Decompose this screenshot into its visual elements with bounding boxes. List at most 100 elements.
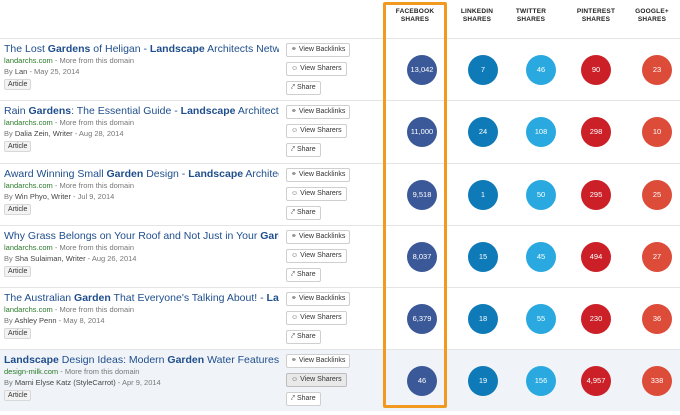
share-button[interactable]: ⤤ Share [286, 268, 321, 282]
linkedin-share-count[interactable]: 24 [468, 117, 498, 147]
share-button[interactable]: ⤤ Share [286, 330, 321, 344]
column-header-twitter[interactable]: TWITTER SHARES [496, 8, 566, 24]
title-text: Rain [4, 105, 29, 117]
linkedin-share-count[interactable]: 19 [468, 366, 498, 396]
twitter-share-count[interactable]: 108 [526, 117, 556, 147]
view-backlinks-button[interactable]: ⚭ View Backlinks [286, 354, 351, 368]
googleplus-share-count[interactable]: 25 [642, 180, 672, 210]
pinterest-share-count[interactable]: 4,957 [581, 366, 611, 396]
view-sharers-button[interactable]: ☺ View Sharers [286, 62, 347, 76]
googleplus-share-count[interactable]: 338 [642, 366, 672, 396]
twitter-share-count[interactable]: 50 [526, 180, 556, 210]
view-backlinks-button[interactable]: ⚭ View Backlinks [286, 43, 351, 57]
view-backlinks-button[interactable]: ⚭ View Backlinks [286, 168, 351, 182]
facebook-share-count[interactable]: 8,037 [407, 242, 437, 272]
facebook-share-count[interactable]: 6,379 [407, 304, 437, 334]
facebook-share-count[interactable]: 9,518 [407, 180, 437, 210]
more-from-domain-link[interactable]: - More from this domain [52, 56, 135, 65]
button-label: View Sharers [300, 314, 342, 321]
domain-link[interactable]: landarchs.com [4, 118, 53, 127]
title-keyword: Landscape [188, 168, 244, 180]
button-label: Share [296, 333, 316, 340]
pinterest-share-count[interactable]: 298 [581, 117, 611, 147]
linkedin-share-count[interactable]: 1 [468, 180, 498, 210]
share-button[interactable]: ⤤ Share [286, 143, 321, 157]
more-from-domain-link[interactable]: - More from this domain [52, 305, 135, 314]
article-title-link[interactable]: Rain Gardens: The Essential Guide - Land… [4, 105, 279, 117]
share-icon: ⤤ [291, 146, 295, 153]
column-header-facebook[interactable]: FACEBOOK SHARES [380, 8, 450, 24]
more-from-domain-link[interactable]: - More from this domain [52, 243, 135, 252]
column-header-linkedin[interactable]: LINKEDIN SHARES [442, 8, 512, 24]
share-button[interactable]: ⤤ Share [286, 206, 321, 220]
view-sharers-button[interactable]: ☺ View Sharers [286, 124, 347, 138]
share-icon: ⤤ [291, 271, 295, 278]
more-from-domain-link[interactable]: - More from this domain [58, 367, 140, 376]
facebook-share-count[interactable]: 13,042 [407, 55, 437, 85]
share-icon: ⤤ [291, 209, 295, 216]
link-icon: ⚭ [291, 46, 297, 53]
pinterest-share-count[interactable]: 295 [581, 180, 611, 210]
author-link[interactable]: Lan [14, 67, 28, 76]
linkedin-share-count[interactable]: 15 [468, 242, 498, 272]
article-title-link[interactable]: The Australian Garden That Everyone's Ta… [4, 292, 279, 304]
column-header-sublabel: SHARES [400, 16, 430, 23]
googleplus-share-count[interactable]: 23 [642, 55, 672, 85]
publish-date: - Apr 9, 2014 [115, 378, 161, 387]
domain-link[interactable]: landarchs.com [4, 305, 53, 314]
twitter-share-count[interactable]: 46 [526, 55, 556, 85]
pinterest-share-count[interactable]: 494 [581, 242, 611, 272]
author-link[interactable]: Marni Elyse Katz (StyleCarrot) [14, 378, 116, 387]
view-backlinks-button[interactable]: ⚭ View Backlinks [286, 230, 351, 244]
byline: By Ashley Penn - May 8, 2014 [4, 316, 105, 325]
more-from-domain-link[interactable]: - More from this domain [52, 181, 135, 190]
column-header-label: LINKEDIN [460, 8, 494, 15]
linkedin-share-count[interactable]: 18 [468, 304, 498, 334]
domain-link[interactable]: landarchs.com [4, 243, 53, 252]
publish-date: - May 8, 2014 [56, 316, 105, 325]
twitter-share-count[interactable]: 55 [526, 304, 556, 334]
twitter-share-count[interactable]: 156 [526, 366, 556, 396]
googleplus-share-count[interactable]: 27 [642, 242, 672, 272]
pinterest-share-count[interactable]: 230 [581, 304, 611, 334]
column-header-label: PINTEREST [576, 8, 616, 15]
byline: By Dalia Zein, Writer - Aug 28, 2014 [4, 129, 124, 138]
domain-link[interactable]: landarchs.com [4, 56, 53, 65]
view-sharers-button[interactable]: ☺ View Sharers [286, 373, 347, 387]
link-icon: ⚭ [291, 295, 297, 302]
title-text: The Lost [4, 43, 48, 55]
view-backlinks-button[interactable]: ⚭ View Backlinks [286, 105, 351, 119]
more-from-domain-link[interactable]: - More from this domain [52, 118, 135, 127]
author-link[interactable]: Sha Sulaiman, Writer [14, 254, 86, 263]
author-link[interactable]: Ashley Penn [14, 316, 57, 325]
column-header-pinterest[interactable]: PINTEREST SHARES [561, 8, 631, 24]
link-icon: ⚭ [291, 357, 297, 364]
article-title-link[interactable]: Award Winning Small Garden Design - Land… [4, 168, 279, 180]
domain-link[interactable]: design-milk.com [4, 367, 59, 376]
view-sharers-button[interactable]: ☺ View Sharers [286, 249, 347, 263]
title-text: Architects N [245, 168, 279, 180]
view-sharers-button[interactable]: ☺ View Sharers [286, 187, 347, 201]
facebook-share-count[interactable]: 11,000 [407, 117, 437, 147]
domain-link[interactable]: landarchs.com [4, 181, 53, 190]
facebook-share-count[interactable]: 46 [407, 366, 437, 396]
twitter-share-count[interactable]: 45 [526, 242, 556, 272]
view-sharers-button[interactable]: ☺ View Sharers [286, 311, 347, 325]
article-title-link[interactable]: The Lost Gardens of Heligan - Landscape … [4, 43, 279, 55]
title-text: : The Essential Guide - [71, 105, 181, 117]
author-link[interactable]: Dalia Zein, Writer [14, 129, 73, 138]
author-link[interactable]: Win Phyo, Writer [14, 192, 71, 201]
googleplus-share-count[interactable]: 36 [642, 304, 672, 334]
column-header-googleplus[interactable]: GOOGLE+ SHARES [617, 8, 680, 24]
googleplus-share-count[interactable]: 10 [642, 117, 672, 147]
view-backlinks-button[interactable]: ⚭ View Backlinks [286, 292, 351, 306]
article-title-link[interactable]: Why Grass Belongs on Your Roof and Not J… [4, 230, 279, 242]
share-button[interactable]: ⤤ Share [286, 81, 321, 95]
pinterest-share-count[interactable]: 90 [581, 55, 611, 85]
article-title-link[interactable]: Landscape Design Ideas: Modern Garden Wa… [4, 354, 279, 366]
content-type-badge: Article [4, 79, 32, 90]
share-button[interactable]: ⤤ Share [286, 392, 321, 406]
linkedin-share-count[interactable]: 7 [468, 55, 498, 85]
button-label: View Backlinks [298, 233, 346, 240]
table-header: FACEBOOK SHARES LINKEDIN SHARES TWITTER … [0, 0, 680, 38]
